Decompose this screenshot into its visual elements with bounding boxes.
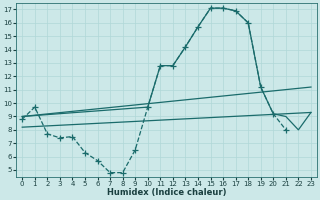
- X-axis label: Humidex (Indice chaleur): Humidex (Indice chaleur): [107, 188, 226, 197]
